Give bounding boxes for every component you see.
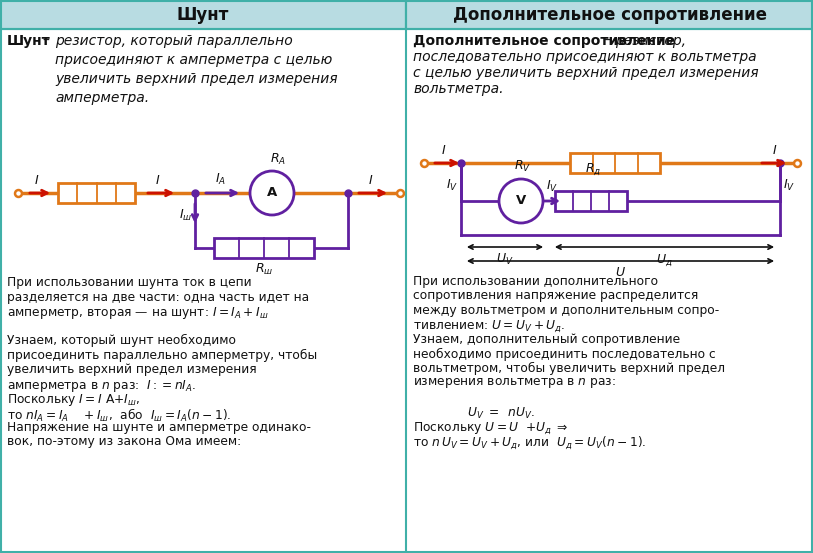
Text: V: V (516, 195, 526, 207)
Text: вольтметра.: вольтметра. (413, 82, 503, 96)
Text: Шунт: Шунт (7, 34, 50, 48)
Text: увеличить верхний предел измерения: увеличить верхний предел измерения (7, 363, 257, 376)
Text: $I_V$: $I_V$ (783, 178, 795, 192)
Text: вок, по-этому из закона Ома имеем:: вок, по-этому из закона Ома имеем: (7, 436, 241, 448)
Text: Шунт: Шунт (176, 6, 229, 24)
Text: $U_д$: $U_д$ (656, 252, 673, 268)
Text: $I_ш$: $I_ш$ (179, 207, 192, 222)
Text: вольтметром, чтобы увеличить верхний предел: вольтметром, чтобы увеличить верхний пре… (413, 362, 725, 375)
Text: $R_V$: $R_V$ (515, 159, 532, 174)
Text: между вольтметром и дополнительным сопро-: между вольтметром и дополнительным сопро… (413, 304, 720, 317)
Text: $I_V$: $I_V$ (446, 178, 458, 192)
Text: резистор,: резистор, (615, 34, 686, 48)
Text: с целью увеличить верхний предел измерения: с целью увеличить верхний предел измерен… (413, 66, 759, 80)
Text: $R_ш$: $R_ш$ (254, 262, 273, 277)
Text: $I$: $I$ (34, 174, 40, 187)
Text: Дополнительное сопротивление: Дополнительное сопротивление (413, 34, 675, 48)
Text: Узнаем, дополнительный сопротивление: Узнаем, дополнительный сопротивление (413, 333, 680, 346)
Text: тивлением: $U = U_V + U_д$.: тивлением: $U = U_V + U_д$. (413, 319, 565, 335)
Text: разделяется на две части: одна часть идет на: разделяется на две части: одна часть иде… (7, 290, 309, 304)
Text: Дополнительное сопротивление: Дополнительное сопротивление (453, 6, 767, 24)
Text: последовательно присоединяют к вольтметра: последовательно присоединяют к вольтметр… (413, 50, 757, 64)
Bar (570, 153, 660, 173)
Text: Поскольку $I = I$ A$+ I_ш$,: Поскольку $I = I$ A$+ I_ш$, (7, 392, 140, 408)
Bar (58, 183, 135, 203)
Text: $I$: $I$ (155, 174, 161, 187)
Text: $U$: $U$ (615, 266, 626, 279)
Text: A: A (267, 186, 277, 200)
Text: резистор, который параллельно
присоединяют к амперметра с целью
увеличить верхни: резистор, который параллельно присоединя… (55, 34, 337, 105)
Bar (1, 1, 406, 29)
Text: необходимо присоединить последовательно с: необходимо присоединить последовательно … (413, 347, 715, 361)
Text: $R_A$: $R_A$ (270, 152, 286, 167)
Text: то $nI_A = I_A\;\;\;\; + I_ш$,  або  $I_ш = I_A(n-1)$.: то $nI_A = I_A\;\;\;\; + I_ш$, або $I_ш … (7, 406, 232, 424)
Text: Напряжение на шунте и амперметре одинако-: Напряжение на шунте и амперметре одинако… (7, 421, 311, 434)
Text: амперметр, вторая — на шунт: $I=I_A + I_ш$: амперметр, вторая — на шунт: $I=I_A + I_… (7, 305, 269, 321)
Text: измерения вольтметра в $n$ раз:: измерения вольтметра в $n$ раз: (413, 377, 616, 390)
Text: $I$: $I$ (441, 144, 446, 157)
Text: Поскольку $U = U\;$ $+ U_д$ $\Rightarrow$: Поскольку $U = U\;$ $+ U_д$ $\Rightarrow… (413, 420, 568, 436)
Circle shape (250, 171, 294, 215)
Text: При использовании шунта ток в цепи: При использовании шунта ток в цепи (7, 276, 252, 289)
Text: амперметра в $n$ раз:  $I: = nI_A$.: амперметра в $n$ раз: $I: = nI_A$. (7, 378, 196, 394)
Circle shape (499, 179, 543, 223)
Text: При использовании дополнительного: При использовании дополнительного (413, 275, 659, 288)
Text: $I_A$: $I_A$ (215, 172, 227, 187)
Text: Узнаем, который шунт необходимо: Узнаем, который шунт необходимо (7, 334, 236, 347)
Bar (214, 238, 314, 258)
Text: $I$: $I$ (368, 174, 374, 187)
Text: –: – (603, 34, 610, 48)
Text: –: – (42, 34, 49, 48)
Text: $I$: $I$ (772, 144, 778, 157)
Text: $U_V\; =\; \;nU_V$.: $U_V\; =\; \;nU_V$. (413, 405, 535, 421)
Bar (406, 1, 812, 29)
Text: сопротивления напряжение распределится: сопротивления напряжение распределится (413, 290, 698, 302)
Text: $U_V$: $U_V$ (496, 252, 514, 267)
Bar (555, 191, 627, 211)
Text: присоединить параллельно амперметру, чтобы: присоединить параллельно амперметру, что… (7, 348, 317, 362)
Text: $I_V$: $I_V$ (546, 179, 558, 194)
Text: то $n\,U_V = U_V + U_д$, или  $U_д = U_V(n-1)$.: то $n\,U_V = U_V + U_д$, или $U_д = U_V(… (413, 435, 646, 451)
Text: $R_д$: $R_д$ (585, 161, 601, 177)
